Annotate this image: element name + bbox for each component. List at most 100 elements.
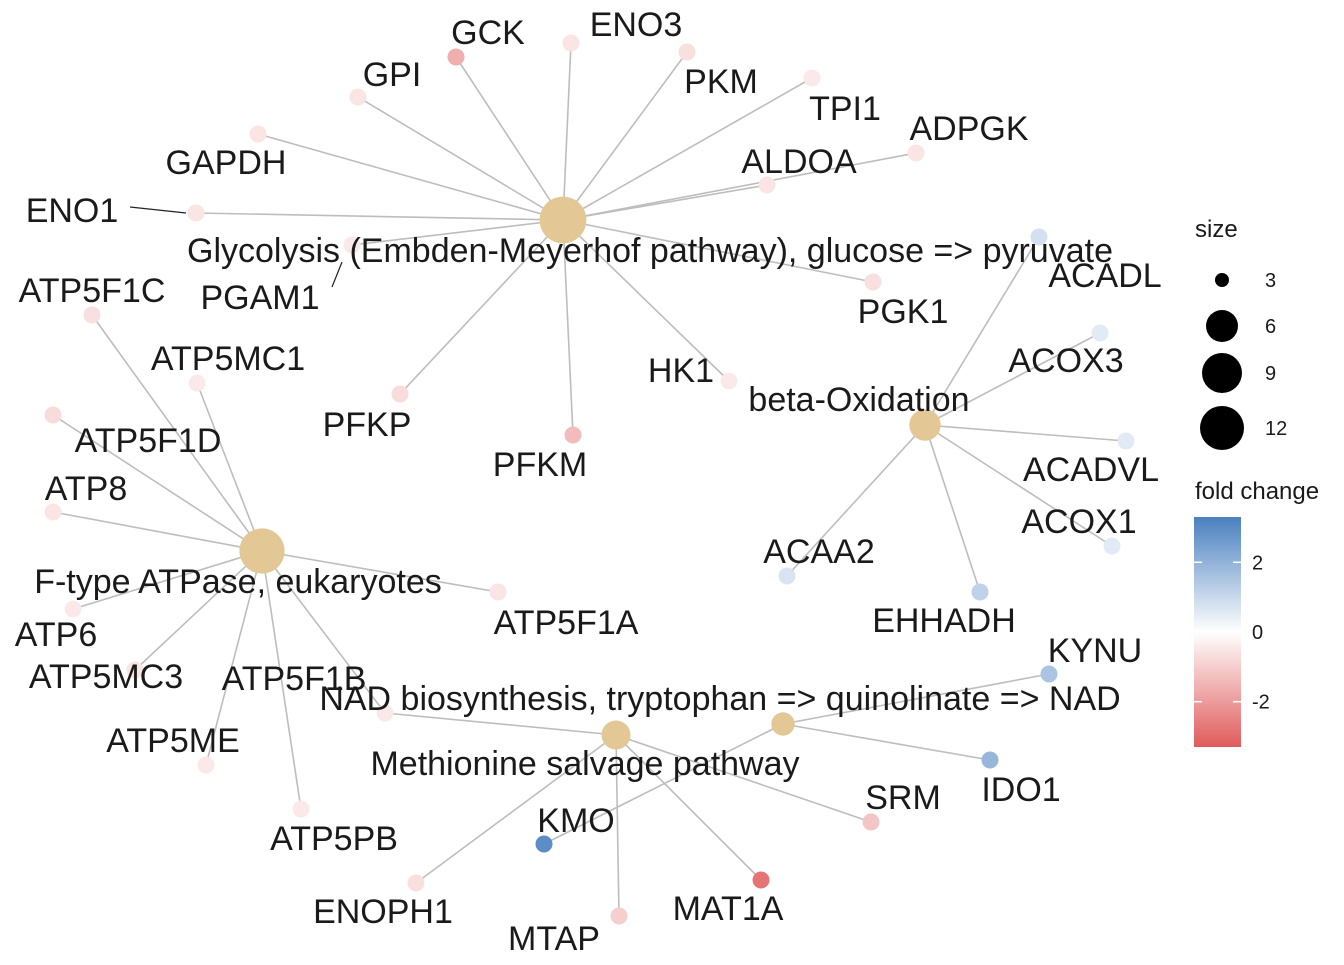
node-eno3[interactable] <box>562 34 580 52</box>
node-atp6[interactable] <box>64 600 82 618</box>
edge-glycolysis-HK1 <box>562 219 730 382</box>
node-metsalv[interactable] <box>601 720 631 750</box>
node-fatpase[interactable] <box>239 528 285 574</box>
size-legend: 3 6 9 12 <box>1200 270 1287 450</box>
label-aldoa: ALDOA <box>741 143 857 181</box>
node-srm[interactable] <box>862 813 880 831</box>
node-mat1a[interactable] <box>752 871 770 889</box>
label-eno1: ENO1 <box>26 192 119 230</box>
edge-nad-KYNU <box>782 673 1050 725</box>
edge-betaox-ACOX1 <box>924 424 1113 547</box>
label-atp5f1a: ATP5F1A <box>494 604 639 642</box>
node-tpi1[interactable] <box>803 69 821 87</box>
label-atp6: ATP6 <box>15 616 98 654</box>
label-pgk1: PGK1 <box>858 293 949 331</box>
edge-glycolysis-PGAM1 <box>351 219 564 246</box>
edge-fatpase-ATP5F1B <box>261 550 386 714</box>
node-ido1[interactable] <box>981 751 999 769</box>
node-acaa2[interactable] <box>778 567 796 585</box>
edge-glycolysis-ADPGK <box>562 152 917 221</box>
node-atp5me[interactable] <box>197 756 215 774</box>
label-pfkp: PFKP <box>323 406 412 444</box>
label-atp5me: ATP5ME <box>106 722 240 760</box>
node-pfkm[interactable] <box>564 426 582 444</box>
node-hk1[interactable] <box>720 372 738 390</box>
node-atp5f1a[interactable] <box>489 583 507 601</box>
node-atp5f1d[interactable] <box>44 406 62 424</box>
label-ehhadh: EHHADH <box>872 602 1016 640</box>
node-acadvl[interactable] <box>1117 432 1135 450</box>
label-fatpase: F-type ATPase, eukaryotes <box>34 563 442 601</box>
edge-fatpase-ATP6 <box>72 550 263 610</box>
node-acadl[interactable] <box>1030 228 1048 246</box>
node-acox1[interactable] <box>1103 537 1121 555</box>
label-acadl: ACADL <box>1048 257 1161 295</box>
node-atp8[interactable] <box>44 503 62 521</box>
edge-fatpase-ATP5PB <box>261 550 302 810</box>
edge-fatpase-ATP5MC1 <box>196 382 263 552</box>
edge-betaox-ACOX3 <box>924 332 1101 426</box>
node-atp5mc1[interactable] <box>188 374 206 392</box>
label-tpi1: TPI1 <box>809 90 881 128</box>
node-enoph1[interactable] <box>407 874 425 892</box>
edge-glycolysis-PGK1 <box>562 219 874 283</box>
node-betaox[interactable] <box>909 409 941 441</box>
node-gck[interactable] <box>447 48 465 66</box>
node-pgk1[interactable] <box>864 273 882 291</box>
node-atp5f1c[interactable] <box>83 306 101 324</box>
colorbar-tick-label-2: 2 <box>1252 552 1263 574</box>
node-atp5mc3[interactable] <box>126 661 144 679</box>
label-gpi: GPI <box>363 56 422 94</box>
label-metsalv: Methionine salvage pathway <box>370 745 799 783</box>
node-aldoa[interactable] <box>758 176 776 194</box>
size-legend-title: size <box>1195 216 1238 243</box>
node-atp5f1b[interactable] <box>376 704 394 722</box>
node-pkm[interactable] <box>678 43 696 61</box>
node-ehhadh[interactable] <box>971 583 989 601</box>
edge-metsalv-MAT1A <box>615 734 762 881</box>
edge-fatpase-ATP5F1A <box>261 550 499 593</box>
node-kynu[interactable] <box>1040 665 1058 683</box>
node-pgam1[interactable] <box>343 236 361 254</box>
label-acox3: ACOX3 <box>1008 342 1123 380</box>
label-mat1a: MAT1A <box>673 890 784 928</box>
node-pfkp[interactable] <box>391 385 409 403</box>
node-acox3[interactable] <box>1091 324 1109 342</box>
edge-fatpase-ATP5ME <box>205 550 263 766</box>
node-glycolysis[interactable] <box>539 196 587 244</box>
edge-fatpase-ATP5F1C <box>91 314 263 552</box>
label-hk1: HK1 <box>648 352 714 390</box>
node-gpi[interactable] <box>349 88 367 106</box>
node-eno1[interactable] <box>187 204 205 222</box>
leader-PGAM1 <box>331 261 343 288</box>
edge-glycolysis-PFKM <box>562 219 574 436</box>
edge-layer <box>52 42 1127 917</box>
label-atp5mc3: ATP5MC3 <box>29 658 183 696</box>
size-legend-label-6: 6 <box>1265 316 1276 338</box>
label-pfkm: PFKM <box>493 446 587 484</box>
color-legend-ticks: 2 0 -2 <box>1194 552 1270 714</box>
label-ido1: IDO1 <box>981 771 1060 809</box>
label-adpgk: ADPGK <box>909 110 1028 148</box>
node-gapdh[interactable] <box>249 125 267 143</box>
leader-ENO1 <box>129 206 187 214</box>
edge-glycolysis-PKM <box>562 51 688 221</box>
edge-betaox-ACADVL <box>924 424 1127 442</box>
edge-betaox-EHHADH <box>924 424 981 593</box>
size-legend-dot-9 <box>1202 353 1242 393</box>
node-kmo[interactable] <box>535 835 553 853</box>
edge-fatpase-ATP5F1D <box>52 414 263 552</box>
label-pgam1: PGAM1 <box>200 279 319 317</box>
label-gapdh: GAPDH <box>166 144 287 182</box>
node-adpgk[interactable] <box>907 144 925 162</box>
label-srm: SRM <box>865 779 941 817</box>
label-atp5mc1: ATP5MC1 <box>151 340 305 378</box>
node-mtap[interactable] <box>610 907 628 925</box>
label-leader-layer <box>129 206 343 288</box>
colorbar-tick-label-0: 0 <box>1252 622 1263 644</box>
node-nad[interactable] <box>771 712 795 736</box>
edge-glycolysis-GCK <box>455 56 564 221</box>
label-pkm: PKM <box>684 63 758 101</box>
node-atp5pb[interactable] <box>292 800 310 818</box>
